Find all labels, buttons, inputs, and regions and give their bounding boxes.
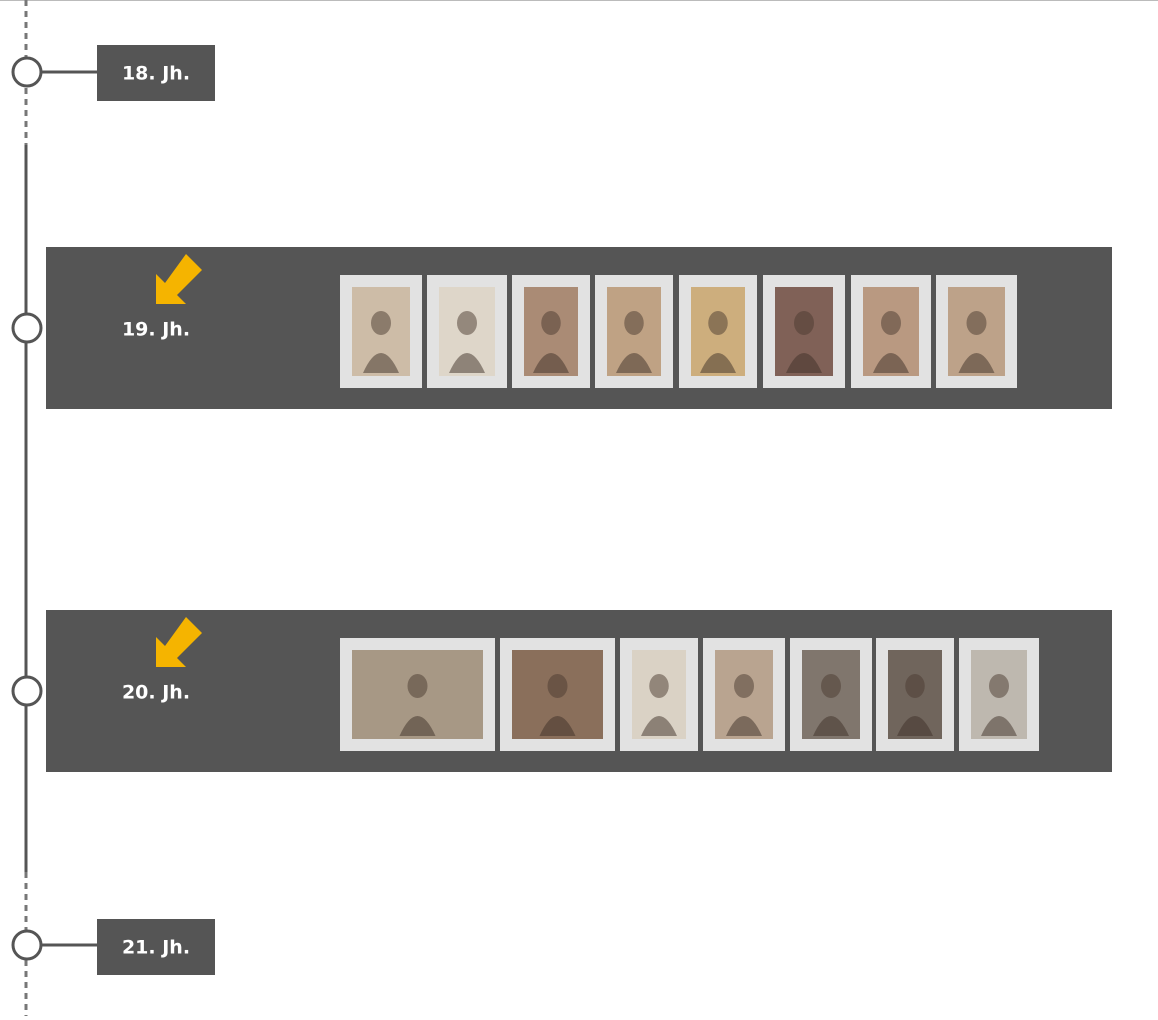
- photo-figure: [989, 674, 1009, 698]
- photo-thumbnail[interactable]: [763, 275, 845, 388]
- photo-figure: [794, 311, 814, 335]
- photo-thumbnail[interactable]: [512, 275, 590, 388]
- photo-thumbnail[interactable]: [790, 638, 872, 751]
- photo-figure: [905, 674, 925, 698]
- photo-figure: [649, 674, 669, 698]
- photo-figure: [457, 311, 477, 335]
- century-label[interactable]: 18. Jh.: [122, 63, 190, 85]
- photo-figure: [708, 311, 728, 335]
- photo-thumbnail[interactable]: [595, 275, 673, 388]
- photo-thumbnail[interactable]: [851, 275, 931, 388]
- timeline-node[interactable]: [13, 314, 41, 342]
- photo-figure: [624, 311, 644, 335]
- timeline-node[interactable]: [13, 931, 41, 959]
- photo-row: [340, 638, 1039, 751]
- century-label[interactable]: 21. Jh.: [122, 937, 190, 959]
- photo-figure: [821, 674, 841, 698]
- photo-thumbnail[interactable]: [340, 638, 495, 751]
- photo-thumbnail[interactable]: [703, 638, 785, 751]
- photo-thumbnail[interactable]: [679, 275, 757, 388]
- century-label[interactable]: 19. Jh.: [122, 319, 190, 341]
- photo-figure: [408, 674, 428, 698]
- photo-figure: [881, 311, 901, 335]
- photo-figure: [548, 674, 568, 698]
- photo-figure: [371, 311, 391, 335]
- photo-thumbnail[interactable]: [959, 638, 1039, 751]
- photo-thumbnail[interactable]: [500, 638, 615, 751]
- timeline-node[interactable]: [13, 58, 41, 86]
- photo-thumbnail[interactable]: [876, 638, 954, 751]
- photo-figure: [967, 311, 987, 335]
- century-label[interactable]: 20. Jh.: [122, 682, 190, 704]
- photo-thumbnail[interactable]: [936, 275, 1017, 388]
- photo-thumbnail[interactable]: [620, 638, 698, 751]
- timeline-node[interactable]: [13, 677, 41, 705]
- photo-figure: [734, 674, 754, 698]
- timeline-page: 18. Jh. 19. Jh. 20. Jh. 21. Jh.: [0, 0, 1158, 1016]
- photo-thumbnail[interactable]: [340, 275, 422, 388]
- photo-figure: [541, 311, 561, 335]
- photo-thumbnail[interactable]: [427, 275, 507, 388]
